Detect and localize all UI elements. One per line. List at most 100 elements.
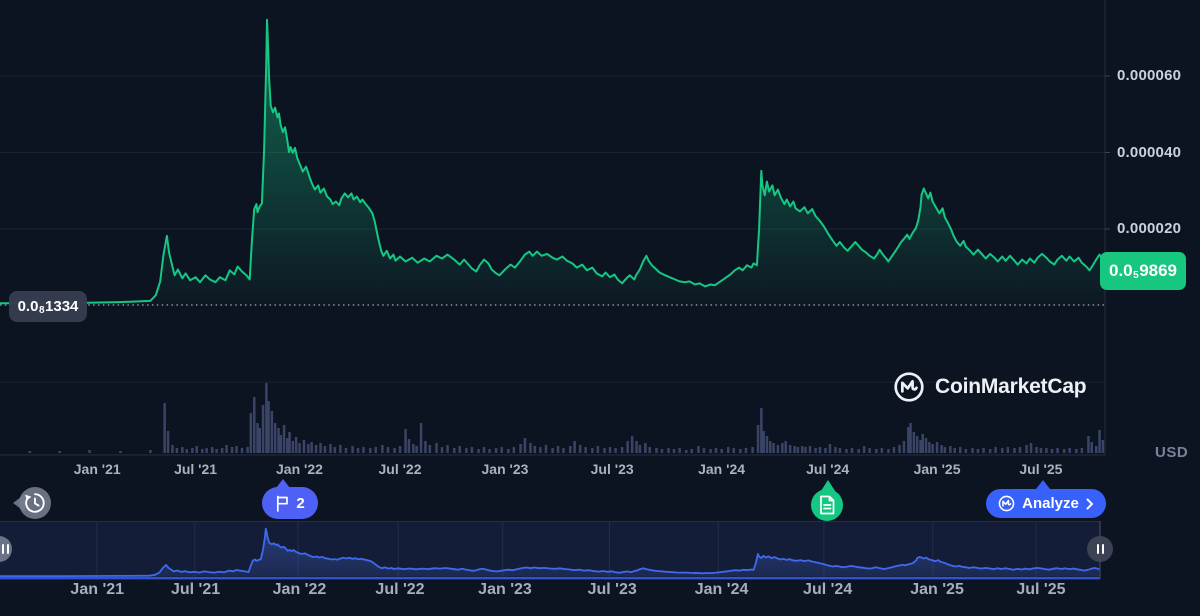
volume-bar [288,432,291,453]
volume-bar [591,448,594,453]
volume-bar [720,449,723,453]
current-price-badge: 0.0 5 9869 [1100,252,1186,290]
flag-annotation-marker[interactable]: 2 [262,479,318,520]
grip-bar [2,544,4,554]
volume-bar [428,445,432,453]
volume-bar [772,443,775,453]
volume-bar [584,447,587,453]
volume-bar [88,450,91,453]
baseline-prefix: 0.0 [17,298,39,315]
volume-bar [1050,449,1054,453]
x-axis-tick-label: Jul '24 [803,581,853,598]
volume-bar [828,444,832,453]
volume-bar [277,428,280,453]
volume-bar [824,448,827,453]
volume-bar [880,448,884,453]
volume-bar [1095,446,1098,453]
volume-bar [765,436,769,453]
x-axis-tick-label: Jan '21 [73,461,121,477]
grip-bar [7,544,9,554]
volume-bar [751,447,754,453]
volume-bar [667,448,670,453]
navigator-chart[interactable] [0,521,1200,580]
volume-bar [793,446,796,453]
volume-bar [302,440,306,453]
volume-bar [608,447,612,453]
volume-bar [533,446,537,453]
volume-bar [470,447,474,453]
volume-bar [685,450,688,453]
coinmarketcap-logo-icon [998,495,1015,512]
volume-bar [404,429,407,453]
volume-bar [195,446,198,453]
volume-bar [976,449,980,453]
volume-bar [655,448,658,453]
volume-bar [902,441,906,453]
volume-bar [739,449,742,453]
x-axis-tick-label: Jan '25 [913,461,961,477]
report-pin-marker[interactable] [808,479,846,523]
volume-bar [1080,448,1084,453]
baseline-digits: 1334 [45,298,79,315]
volume-bar [644,443,647,453]
volume-bar [949,446,952,453]
volume-bar [171,445,174,453]
document-icon [820,495,835,515]
volume-bar [1018,447,1022,453]
volume-bar [298,443,301,453]
navigator-left-handle[interactable] [0,536,12,562]
volume-bar [500,447,503,453]
x-axis-tick-label: Jul '21 [170,581,221,598]
volume-bar [279,435,282,453]
volume-bar [273,423,277,453]
volume-bar [488,449,491,453]
x-axis-tick-label: Jan '22 [275,461,323,477]
history-icon [25,493,45,513]
volume-bar [935,442,939,453]
volume-bar [369,448,372,453]
volume-bar [215,449,218,453]
navigator-right-handle[interactable] [1087,536,1113,562]
volume-bar [796,447,800,453]
volume-bar [58,451,61,453]
volume-bar [381,445,384,453]
price-chart-canvas[interactable] [0,0,1200,480]
volume-bar [191,448,194,453]
volume-bar [424,441,427,453]
volume-bar [994,447,997,453]
volume-bar [714,448,718,453]
x-axis-tick-label: Jan '24 [698,461,746,477]
volume-bar [630,436,634,453]
volume-bar [818,447,822,453]
flag-marker-tail [276,479,290,488]
volume-bar [482,447,486,453]
history-marker-button[interactable] [13,486,51,520]
navigator-area-fill [0,528,1100,577]
volume-bar [924,438,928,453]
volume-bar [1068,448,1071,453]
volume-bar [1035,447,1038,453]
volume-bar [887,449,890,453]
analyze-button[interactable]: Analyze [986,480,1106,518]
volume-bar [928,442,931,453]
volume-bar [453,448,456,453]
volume-bar [181,447,184,453]
x-axis-tick-label: Jul '22 [378,461,422,477]
volume-bar [971,448,974,453]
volume-bar [310,442,313,453]
watermark-text: CoinMarketCap [935,375,1087,398]
volume-bar [282,425,286,453]
volume-bar [850,448,854,453]
grip-bar [1096,544,1099,554]
volume-bar [529,443,532,453]
volume-bar [398,446,402,453]
volume-bar [744,448,748,453]
volume-bar [909,423,912,453]
volume-bar [393,448,396,453]
volume-bar [959,447,962,453]
volume-bar [246,447,249,453]
analyze-button-tail [1036,480,1050,489]
volume-bar [265,383,268,453]
x-axis-tick-label: Jul '21 [174,461,218,477]
volume-bar [465,448,468,453]
